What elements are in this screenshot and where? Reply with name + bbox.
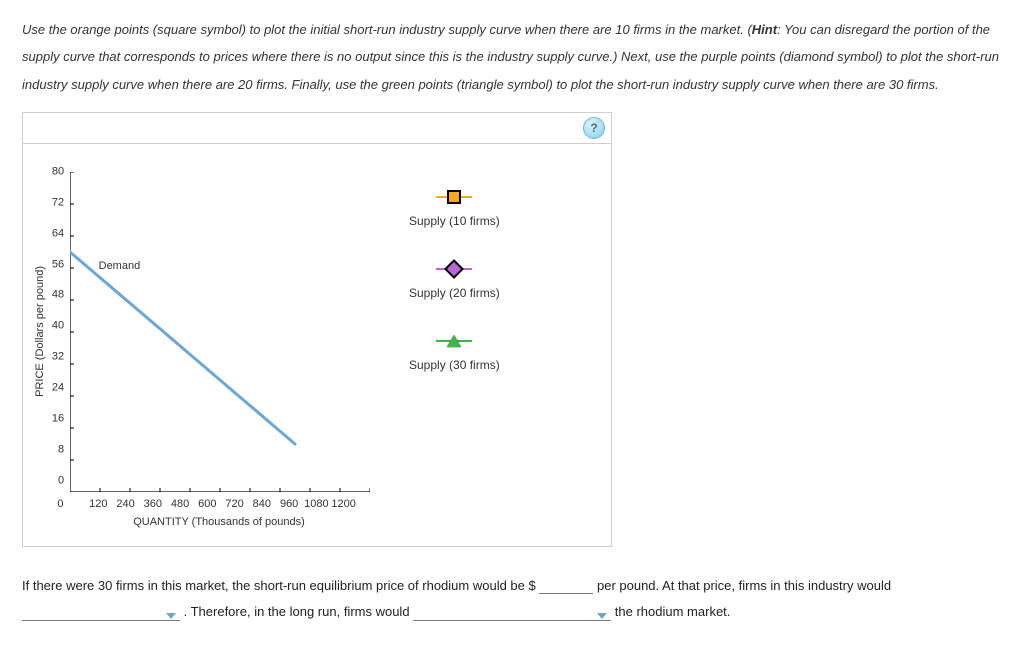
- y-tick-label: 16: [52, 414, 64, 425]
- help-button[interactable]: ?: [583, 117, 605, 139]
- plot-wrap: PRICE (Dollars per pound) 80726456484032…: [33, 172, 371, 528]
- help-icon: ?: [590, 121, 597, 135]
- instructions-text: Use the orange points (square symbol) to…: [22, 16, 1002, 98]
- hint-label: Hint: [752, 22, 777, 37]
- chevron-down-icon: [166, 613, 176, 619]
- x-tick-label: 240: [112, 498, 139, 510]
- x-axis-title: QUANTITY (Thousands of pounds): [133, 516, 305, 528]
- y-tick-label: 72: [52, 197, 64, 208]
- plot-area[interactable]: Demand: [70, 172, 370, 492]
- legend-item-supply-20[interactable]: Supply (20 firms): [409, 262, 500, 300]
- y-axis-title: PRICE (Dollars per pound): [34, 266, 46, 397]
- x-tick-label: 480: [166, 498, 193, 510]
- chart-header: ?: [23, 113, 611, 144]
- q-text-2: per pound. At that price, firms in this …: [597, 578, 891, 593]
- x-tick-label: 1080: [303, 498, 330, 510]
- square-icon: [436, 190, 472, 204]
- y-axis-ticks: 80726456484032241680: [52, 172, 70, 492]
- y-tick-label: 24: [52, 383, 64, 394]
- y-tick-label: 48: [52, 290, 64, 301]
- profit-dropdown[interactable]: [22, 613, 180, 621]
- instr-part1: Use the orange points (square symbol) to…: [22, 22, 752, 37]
- y-tick-label: 64: [52, 228, 64, 239]
- q-text-1: If there were 30 firms in this market, t…: [22, 578, 529, 593]
- legend-item-supply-10[interactable]: Supply (10 firms): [409, 190, 500, 228]
- legend-item-supply-30[interactable]: Supply (30 firms): [409, 334, 500, 372]
- y-tick-label: 40: [52, 321, 64, 332]
- y-tick-label: 32: [52, 352, 64, 363]
- y-tick-label: 0: [52, 475, 64, 486]
- y-tick-label: 56: [52, 259, 64, 270]
- legend-label: Supply (30 firms): [409, 358, 500, 372]
- triangle-icon: [436, 334, 472, 348]
- x-tick-label: 120: [85, 498, 112, 510]
- legend-label: Supply (10 firms): [409, 214, 500, 228]
- question-block: If there were 30 firms in this market, t…: [22, 573, 1002, 625]
- legend-label: Supply (20 firms): [409, 286, 500, 300]
- chevron-down-icon: [597, 613, 607, 619]
- x-axis-ticks: 012024036048060072084096010801200: [71, 498, 371, 510]
- x-tick-label: 600: [194, 498, 221, 510]
- entry-exit-dropdown[interactable]: [413, 613, 611, 621]
- x-tick-label: 360: [139, 498, 166, 510]
- y-tick-label: 8: [52, 444, 64, 455]
- q-text-4: the rhodium market.: [615, 604, 731, 619]
- x-tick-label: 1200: [330, 498, 357, 510]
- chart-card: ? PRICE (Dollars per pound) 807264564840…: [22, 112, 612, 547]
- legend: Supply (10 firms) Supply (20 firms) Supp…: [409, 190, 500, 528]
- x-tick-label: 0: [57, 498, 84, 510]
- q-text-3: . Therefore, in the long run, firms woul…: [184, 604, 414, 619]
- plot-svg: [70, 172, 370, 492]
- chart-body: PRICE (Dollars per pound) 80726456484032…: [23, 144, 611, 528]
- x-tick-label: 840: [248, 498, 275, 510]
- x-tick-label: 720: [221, 498, 248, 510]
- currency-symbol: $: [529, 578, 536, 593]
- x-tick-label: 960: [275, 498, 302, 510]
- demand-line-label: Demand: [99, 260, 141, 272]
- y-tick-label: 80: [52, 166, 64, 177]
- price-input[interactable]: [539, 578, 593, 594]
- diamond-icon: [436, 262, 472, 276]
